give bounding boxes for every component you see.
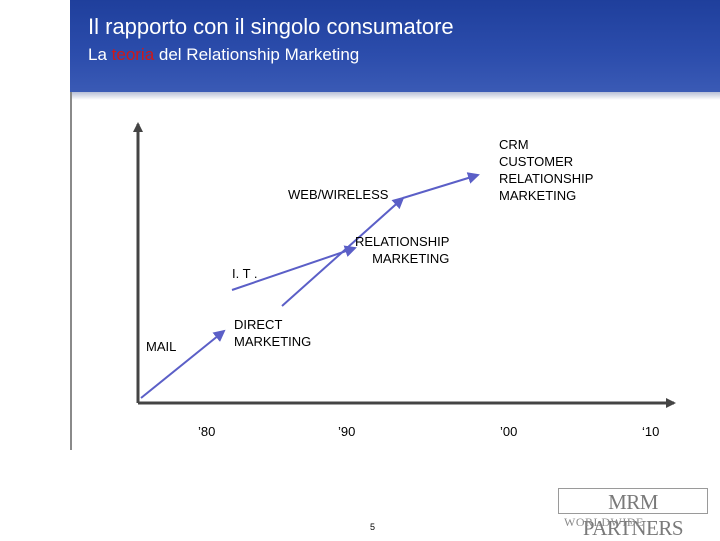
growth-arrow-4 bbox=[231, 245, 357, 291]
label-mail: MAIL bbox=[146, 339, 177, 354]
crm-line-2: CUSTOMER bbox=[499, 154, 574, 169]
growth-arrow-1 bbox=[140, 329, 226, 399]
label-direct-marketing: DIRECT MARKETING bbox=[234, 316, 311, 350]
x-tick-00: ’00 bbox=[500, 424, 518, 439]
direct-marketing-line-2: MARKETING bbox=[234, 334, 312, 349]
mrm-partners-logo: MRM PARTNERS WORLDWIDE bbox=[558, 488, 708, 540]
x-tick-10: ‘10 bbox=[642, 424, 660, 439]
page-number: 5 bbox=[370, 522, 376, 532]
growth-arrow-3 bbox=[402, 172, 480, 199]
label-crm: CRM CUSTOMER RELATIONSHIP MARKETING bbox=[499, 136, 593, 204]
crm-line-1: CRM bbox=[499, 137, 529, 152]
direct-marketing-line-1: DIRECT bbox=[234, 317, 283, 332]
label-relationship-marketing: RELATIONSHIP MARKETING bbox=[355, 233, 449, 267]
x-tick-80: ’80 bbox=[198, 424, 216, 439]
logo-tagline: WORLDWIDE bbox=[564, 515, 644, 529]
subtitle-accent: teoria bbox=[111, 45, 155, 64]
crm-line-3: RELATIONSHIP bbox=[499, 171, 594, 186]
subtitle-suffix: del Relationship Marketing bbox=[154, 45, 360, 64]
x-tick-90: ’90 bbox=[338, 424, 356, 439]
page-title: Il rapporto con il singolo consumatore bbox=[88, 14, 454, 39]
page-subtitle: La teoria del Relationship Marketing bbox=[88, 45, 359, 65]
label-web-wireless: WEB/WIRELESS bbox=[288, 187, 389, 202]
logo-wordmark: MRM PARTNERS bbox=[558, 488, 708, 540]
crm-line-4: MARKETING bbox=[499, 188, 577, 203]
relationship-marketing-line-1: RELATIONSHIP bbox=[355, 234, 450, 249]
label-it: I. T . bbox=[232, 266, 258, 281]
subtitle-prefix: La bbox=[88, 45, 112, 64]
left-divider-line bbox=[70, 92, 72, 450]
header-shadow bbox=[70, 92, 720, 100]
header-banner bbox=[70, 0, 720, 92]
relationship-marketing-line-2: MARKETING bbox=[372, 251, 450, 266]
